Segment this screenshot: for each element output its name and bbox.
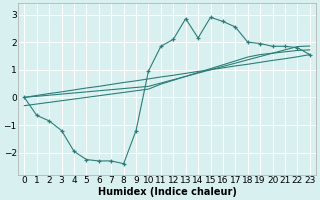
X-axis label: Humidex (Indice chaleur): Humidex (Indice chaleur) <box>98 187 236 197</box>
